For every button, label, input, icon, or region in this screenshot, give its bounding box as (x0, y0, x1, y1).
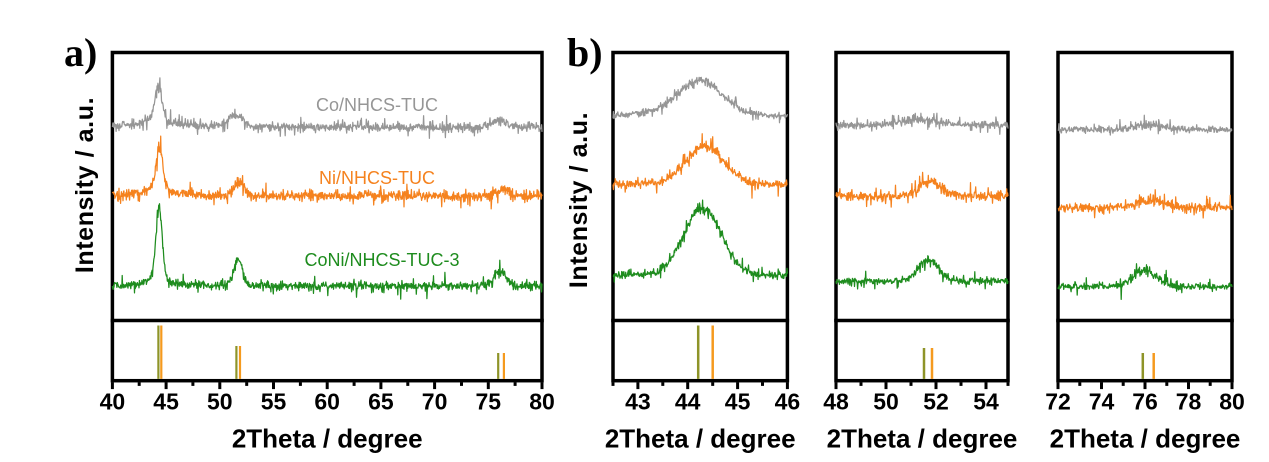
svg-text:65: 65 (368, 389, 394, 415)
svg-text:Intensity / a.u.: Intensity / a.u. (71, 97, 99, 273)
svg-text:2Theta / degree: 2Theta / degree (1050, 424, 1241, 454)
svg-text:80: 80 (1219, 389, 1245, 415)
svg-text:a): a) (64, 30, 97, 75)
svg-text:80: 80 (529, 389, 555, 415)
svg-text:44: 44 (675, 389, 701, 415)
svg-text:78: 78 (1176, 389, 1202, 415)
svg-text:45: 45 (725, 389, 751, 415)
svg-text:43: 43 (625, 389, 651, 415)
svg-text:52: 52 (923, 389, 949, 415)
svg-text:40: 40 (100, 389, 126, 415)
svg-text:b): b) (567, 30, 603, 75)
svg-text:2Theta / degree: 2Theta / degree (827, 424, 1018, 454)
svg-text:CoNi/NHCS-TUC-3: CoNi/NHCS-TUC-3 (304, 250, 459, 270)
svg-text:75: 75 (476, 389, 502, 415)
svg-text:50: 50 (207, 389, 233, 415)
svg-text:74: 74 (1089, 389, 1115, 415)
svg-text:45: 45 (153, 389, 179, 415)
svg-text:72: 72 (1045, 389, 1071, 415)
svg-text:2Theta / degree: 2Theta / degree (232, 424, 423, 454)
svg-text:76: 76 (1132, 389, 1158, 415)
svg-text:Co/NHCS-TUC: Co/NHCS-TUC (316, 95, 438, 115)
svg-text:Ni/NHCS-TUC: Ni/NHCS-TUC (319, 168, 435, 188)
svg-text:60: 60 (314, 389, 340, 415)
svg-text:50: 50 (873, 389, 899, 415)
svg-text:54: 54 (973, 389, 999, 415)
svg-text:48: 48 (823, 389, 849, 415)
svg-text:46: 46 (775, 389, 801, 415)
svg-text:55: 55 (261, 389, 287, 415)
svg-text:Intensity / a.u.: Intensity / a.u. (565, 112, 593, 288)
svg-text:2Theta / degree: 2Theta / degree (605, 424, 796, 454)
svg-text:70: 70 (422, 389, 448, 415)
